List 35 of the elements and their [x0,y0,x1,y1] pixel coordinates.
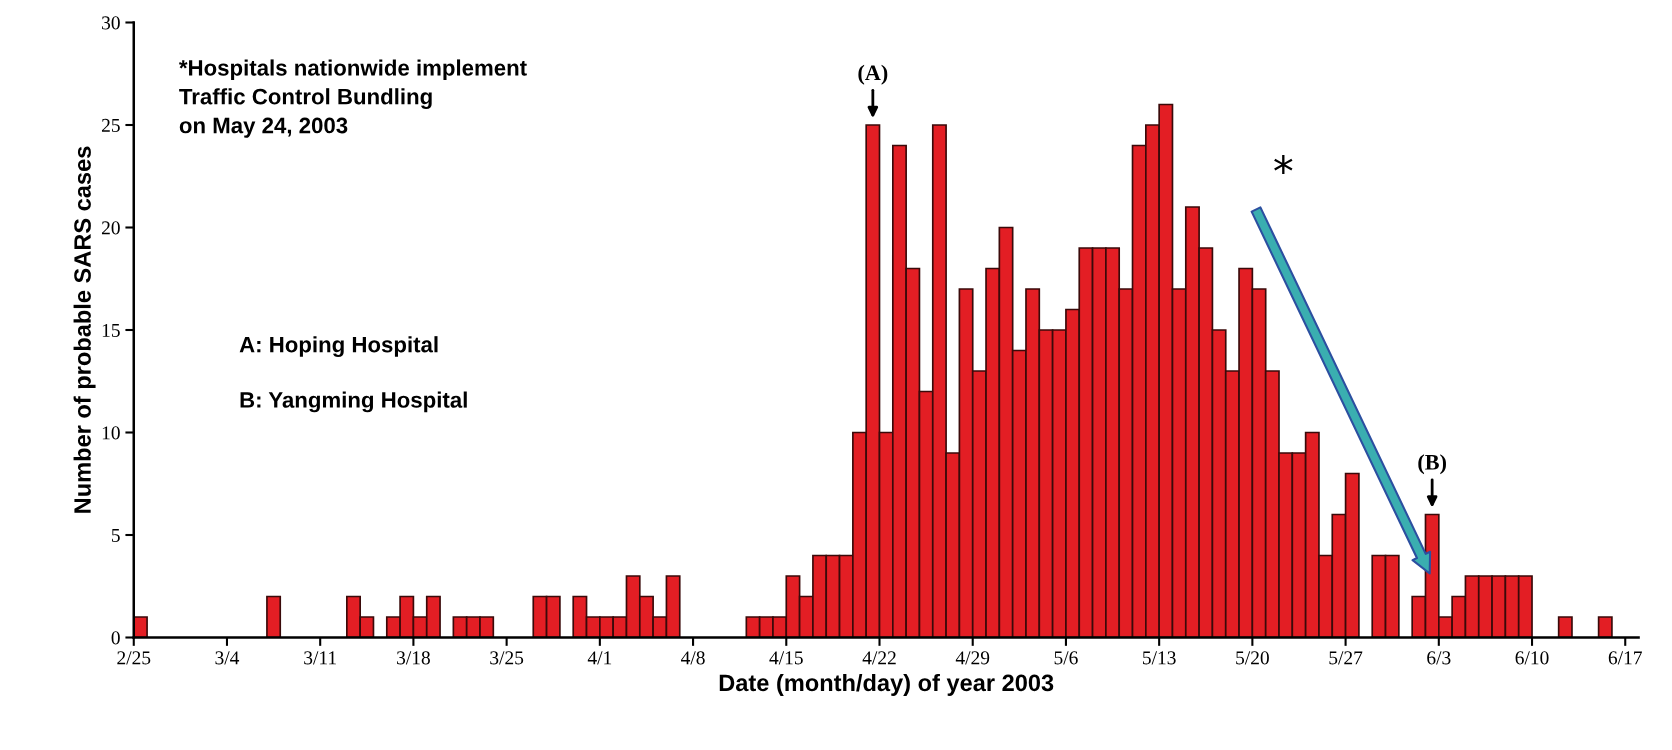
y-tick-label: 0 [111,631,120,645]
x-tick-label: 3/11 [304,651,336,665]
x-tick-label: 6/3 [1427,651,1451,665]
y-tick-label: 30 [102,16,120,30]
x-tick-label: 4/29 [955,651,990,665]
x-tick-label: 5/27 [1329,651,1363,665]
annotation: B: Yangming Hospital [240,391,467,413]
y-tick-label: 5 [111,529,120,542]
x-axis-title: Date (month/day) of year 2003 [719,673,1054,696]
x-tick-label: 6/10 [1515,651,1549,665]
y-axis-title: Number of probable SARS cases [73,146,96,513]
annotation: * [1274,155,1293,175]
x-tick-label: 5/13 [1143,651,1176,665]
y-tick-label: 10 [102,426,120,440]
x-tick-label: 3/4 [215,651,240,665]
annotation: A: Hoping Hospital [239,336,438,357]
x-tick-label: 4/15 [769,651,803,665]
x-tick-label: 4/22 [862,651,896,665]
annotation: (B) [1418,454,1446,475]
x-tick-label: 2/25 [117,651,151,665]
x-tick-label: 5/20 [1236,651,1269,665]
x-tick-label: 3/25 [490,651,524,665]
bar [1557,616,1573,638]
x-tick-label: 5/6 [1054,651,1078,665]
x-tick-label: 4/1 [587,651,612,665]
x-tick-label: 4/8 [681,651,705,665]
x-tick-label: 3/18 [397,651,430,665]
x-tick-label: 6/17 [1608,651,1642,665]
annotation: (A) [858,64,888,85]
y-tick-label: 25 [101,118,120,132]
bar [266,595,282,638]
y-tick-label: 15 [102,323,120,337]
annotation: *Hospitals nationwide implement Traffic Control Bundling on May 24, 2003 [178,59,527,138]
y-tick-label: 20 [101,221,120,235]
bar [1597,616,1613,638]
